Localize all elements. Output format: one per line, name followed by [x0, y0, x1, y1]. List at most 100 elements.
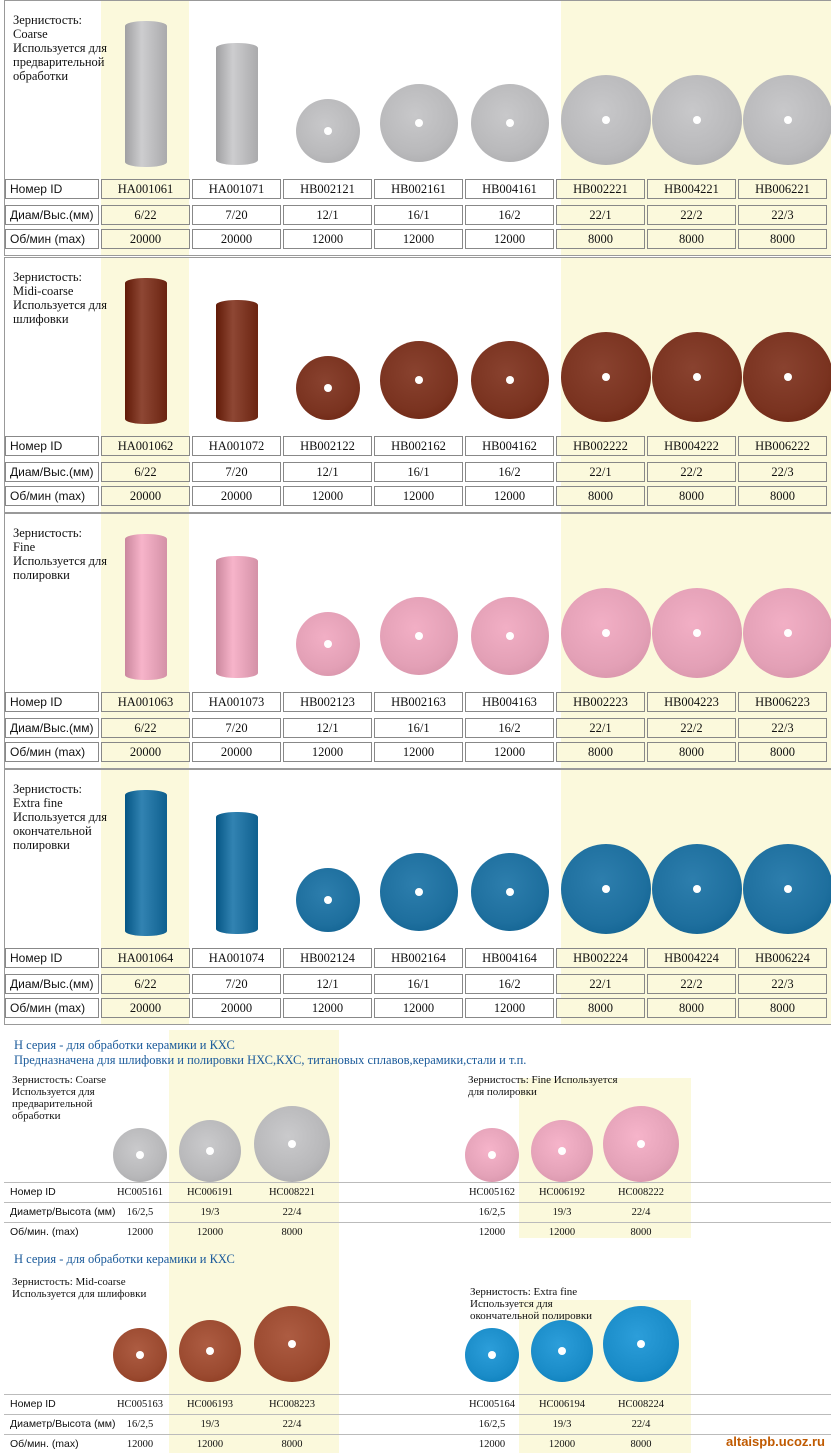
- product-images: [5, 770, 831, 940]
- grit-line: Зернистость:: [13, 526, 83, 540]
- spec-cell: 8000: [556, 486, 645, 506]
- spec-cell: HB002223: [556, 692, 645, 712]
- spec-cell: HA001071: [192, 179, 281, 199]
- spec-cell: 16/2: [465, 974, 554, 994]
- disc-hole: [692, 116, 701, 124]
- spec-cell: 12/1: [283, 974, 372, 994]
- spec-cell: 8000: [647, 742, 736, 762]
- disc-hole: [505, 632, 514, 640]
- spec-cell: 12000: [478, 1227, 506, 1238]
- spec-cell: HC006193: [186, 1399, 234, 1410]
- spec-cell: HC005161: [116, 1187, 164, 1198]
- disc-polisher-image: [560, 588, 651, 678]
- cylinder-polisher-image: [124, 21, 167, 167]
- spec-cell: 20000: [101, 742, 190, 762]
- disc-hole: [601, 885, 610, 893]
- disc-polisher-image: [254, 1106, 330, 1182]
- spec-cell: 22/1: [556, 462, 645, 482]
- spec-row-dim: Диам/Выс.(мм) 6/22 7/20 12/1 16/1 16/2 22/1 22/…: [5, 974, 831, 994]
- disc-hole: [558, 1147, 566, 1155]
- disc-polisher-image: [742, 75, 831, 165]
- spec-cell: 12000: [126, 1227, 154, 1238]
- disc-polisher-image: [465, 1328, 519, 1382]
- grit-description: Зернистость: Fine Используется для полиров…: [13, 526, 125, 582]
- spec-cell: HB006224: [738, 948, 827, 968]
- spec-cell: HA001061: [101, 179, 190, 199]
- cylinder-polisher-image: [124, 534, 167, 680]
- spec-row-rpm: Об/мин (max) 20000 20000 12000 12000 12000 800…: [5, 229, 831, 249]
- spec-cell: 8000: [556, 998, 645, 1018]
- spec-row-dim: Диаметр/Высота (мм) 16/2,5 19/3 22/4 16/2,5 1…: [4, 1202, 831, 1221]
- spec-cell: 6/22: [101, 974, 190, 994]
- grit-line: Используется для предварительной обработ…: [13, 41, 107, 83]
- grit-description: Зернистость: Fine Используется для полир…: [468, 1074, 618, 1098]
- cylinder-polisher-image: [124, 278, 167, 424]
- spec-cell: 12000: [283, 742, 372, 762]
- spec-cell: 12000: [374, 998, 463, 1018]
- disc-polisher-image: [560, 75, 651, 165]
- series-title: Н серия - для обработки керамики и КХС: [14, 1252, 235, 1266]
- grit-line: Extra fine: [13, 796, 63, 810]
- cylinder-polisher-image: [215, 300, 258, 422]
- spec-row-rpm: Об/мин. (max) 12000 12000 8000 12000 12000 800…: [4, 1222, 831, 1241]
- disc-hole: [323, 896, 332, 904]
- spec-cell: 22/3: [738, 205, 827, 225]
- spec-cell: HB002124: [283, 948, 372, 968]
- spec-cell: 19/3: [200, 1207, 220, 1218]
- disc-polisher-image: [651, 332, 742, 422]
- product-images: [5, 514, 831, 684]
- disc-hole: [206, 1147, 214, 1155]
- spec-cell: 7/20: [192, 205, 281, 225]
- disc-polisher-image: [651, 75, 742, 165]
- spec-cell: 12000: [374, 229, 463, 249]
- disc-polisher-image: [560, 844, 651, 934]
- disc-hole: [323, 640, 332, 648]
- spec-row-rpm: Об/мин. (max) 12000 12000 8000 12000 12000 800…: [4, 1434, 831, 1453]
- disc-polisher-image: [651, 844, 742, 934]
- grit-line: Fine: [13, 540, 36, 554]
- disc-hole: [323, 384, 332, 392]
- grit-line: Зернистость:: [13, 13, 83, 27]
- disc-hole: [288, 1340, 296, 1348]
- disc-hole: [601, 629, 610, 637]
- grit-line: Используется для шлифовки: [13, 298, 107, 326]
- disc-polisher-image: [113, 1128, 167, 1182]
- spec-cell: 20000: [192, 998, 281, 1018]
- spec-cell: 19/3: [200, 1419, 220, 1430]
- spec-cell: HC008222: [617, 1187, 665, 1198]
- disc-hole: [692, 629, 701, 637]
- spec-cell: 8000: [281, 1227, 303, 1238]
- spec-cell: 8000: [647, 486, 736, 506]
- spec-cell: 12/1: [283, 718, 372, 738]
- spec-cell: HB002222: [556, 436, 645, 456]
- disc-hole: [505, 119, 514, 127]
- disc-polisher-image: [742, 844, 831, 934]
- spec-cell: HB006223: [738, 692, 827, 712]
- disc-polisher-image: [742, 588, 831, 678]
- row-label: Номер ID: [5, 179, 99, 199]
- spec-cell: 12000: [126, 1439, 154, 1450]
- spec-row-id: Номер ID HA001061 HA001071 HB002121 HB002161…: [5, 179, 831, 199]
- spec-cell: 22/3: [738, 718, 827, 738]
- spec-cell: 22/1: [556, 205, 645, 225]
- product-images: [5, 1, 831, 171]
- disc-polisher-image: [379, 853, 458, 931]
- spec-cell: HC008221: [268, 1187, 316, 1198]
- grit-description: Зернистость: Extra fine Используется для о…: [13, 782, 125, 852]
- spec-cell: HB004161: [465, 179, 554, 199]
- grit-line: Используется для окончательной полировки: [13, 810, 107, 852]
- spec-row-id: Номер ID HC005161 HC006191 HC008221 HC005162…: [4, 1182, 831, 1201]
- disc-hole: [288, 1140, 296, 1148]
- spec-cell: 8000: [281, 1439, 303, 1450]
- spec-cell: HB004224: [647, 948, 736, 968]
- spec-cell: 22/4: [631, 1207, 651, 1218]
- spec-cell: 20000: [101, 998, 190, 1018]
- spec-cell: 12/1: [283, 205, 372, 225]
- grit-description: Зернистость: Coarse Используется для предв…: [13, 13, 125, 83]
- spec-cell: 12000: [465, 486, 554, 506]
- disc-hole: [783, 373, 792, 381]
- disc-polisher-image: [531, 1120, 593, 1182]
- spec-cell: 8000: [738, 229, 827, 249]
- row-label: Диаметр/Высота (мм): [10, 1418, 116, 1430]
- cylinder-polisher-image: [215, 43, 258, 165]
